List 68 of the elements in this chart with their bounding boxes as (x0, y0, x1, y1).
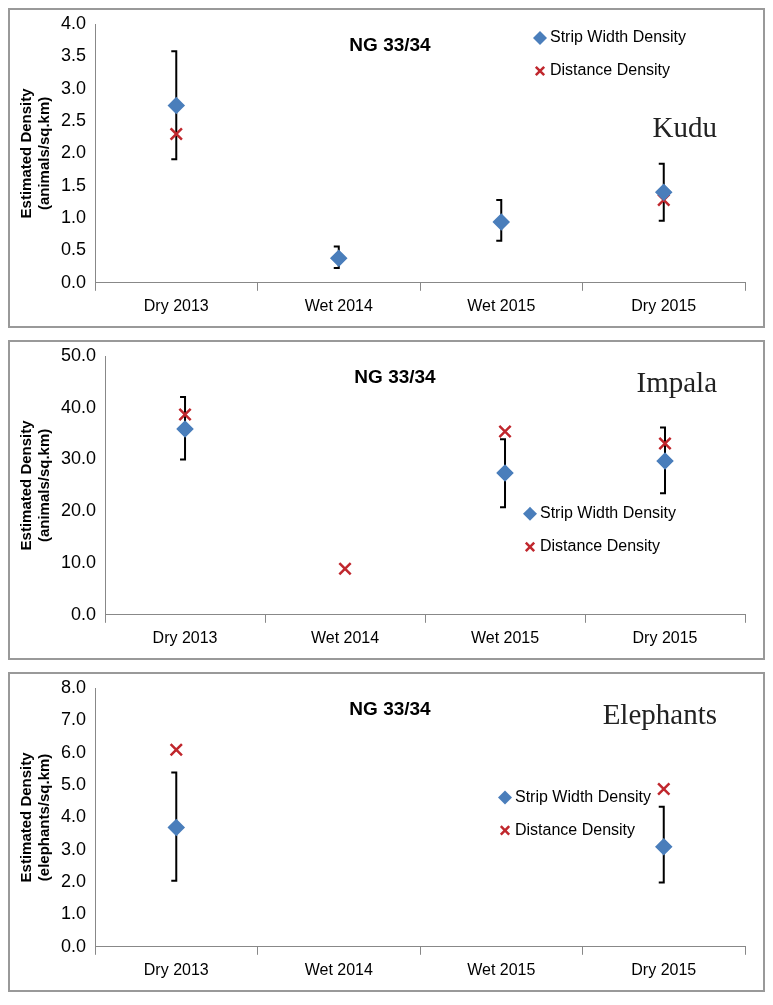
point (655, 183, 672, 201)
y-tick-label: 4.0 (60, 12, 87, 33)
y-tick-label: 0.5 (60, 239, 87, 260)
point (493, 213, 510, 231)
x-tick-label: Dry 2013 (143, 296, 209, 314)
point (168, 819, 185, 836)
y-tick-label: 2.5 (60, 110, 87, 131)
y-tick-label: 30.0 (60, 448, 97, 469)
y-tick-label: 50.0 (60, 344, 97, 365)
x-tick-label: Wet 2014 (310, 628, 380, 646)
y-tick-label: 0.0 (60, 935, 87, 956)
text: NG 33/34 (349, 34, 432, 56)
y-tick-label: 3.0 (60, 838, 87, 859)
x-tick-label: Wet 2015 (470, 628, 540, 646)
y-tick-label: 7.0 (60, 709, 87, 730)
legend-label: Distance Density (515, 820, 636, 838)
y-tick-label: 0.0 (60, 271, 87, 292)
annotation: Impala (636, 365, 718, 398)
y-tick-label: 2.0 (60, 142, 87, 163)
y-tick-label: 0.0 (71, 603, 97, 624)
y-tick-label: 1.0 (60, 207, 87, 228)
y-tick-label: 10.0 (60, 552, 97, 573)
y-tick-label: 3.5 (60, 45, 87, 66)
y-tick-label: 8.0 (60, 676, 87, 697)
legend-label: Strip Width Density (550, 28, 687, 46)
x-tick-label: Wet 2014 (304, 960, 373, 978)
x-tick-label: Dry 2015 (631, 960, 697, 978)
point (338, 561, 352, 576)
x-tick-label: Wet 2015 (467, 296, 536, 314)
legend-label: Distance Density (540, 537, 661, 555)
y-axis-title: Estimated Density (animals/sq.km) (17, 419, 53, 551)
legend-label: Strip Width Density (515, 787, 652, 805)
annotation: Kudu (652, 110, 717, 143)
y-tick-label: 40.0 (60, 396, 97, 417)
y-tick-label: 5.0 (60, 774, 87, 795)
point (169, 742, 184, 757)
y-axis-title: Estimated Density (animals/sq.km) (17, 87, 53, 219)
annotation: Elephants (602, 697, 717, 730)
y-tick-label: 1.5 (60, 174, 87, 195)
point (656, 193, 671, 207)
point (168, 97, 185, 114)
x-tick-label: Dry 2013 (143, 960, 209, 978)
point (496, 464, 514, 482)
y-tick-label: 1.0 (60, 903, 87, 924)
point (498, 424, 512, 439)
point (330, 249, 348, 267)
point (655, 838, 672, 856)
point (176, 420, 194, 438)
x-tick-label: Wet 2014 (304, 296, 373, 314)
x-tick-label: Wet 2015 (467, 960, 536, 978)
y-tick-label: 3.0 (60, 77, 87, 98)
x-tick-label: Dry 2013 (152, 628, 218, 646)
y-tick-label: 2.0 (60, 871, 87, 892)
y-tick-label: 6.0 (60, 741, 87, 762)
legend-label: Strip Width Density (540, 504, 677, 522)
point (658, 436, 672, 451)
x-tick-label: Dry 2015 (631, 296, 697, 314)
text: NG 33/34 (349, 698, 432, 720)
y-tick-label: 4.0 (60, 806, 87, 827)
x-tick-label: Dry 2015 (632, 628, 698, 646)
point (169, 127, 184, 141)
y-tick-label: 20.0 (60, 500, 97, 521)
legend-label: Distance Density (550, 61, 671, 79)
y-axis-title: Estimated Density (elephants/sq.km) (17, 751, 53, 883)
text: NG 33/34 (354, 366, 437, 388)
point (656, 782, 671, 796)
point (178, 407, 192, 422)
point (656, 452, 674, 470)
